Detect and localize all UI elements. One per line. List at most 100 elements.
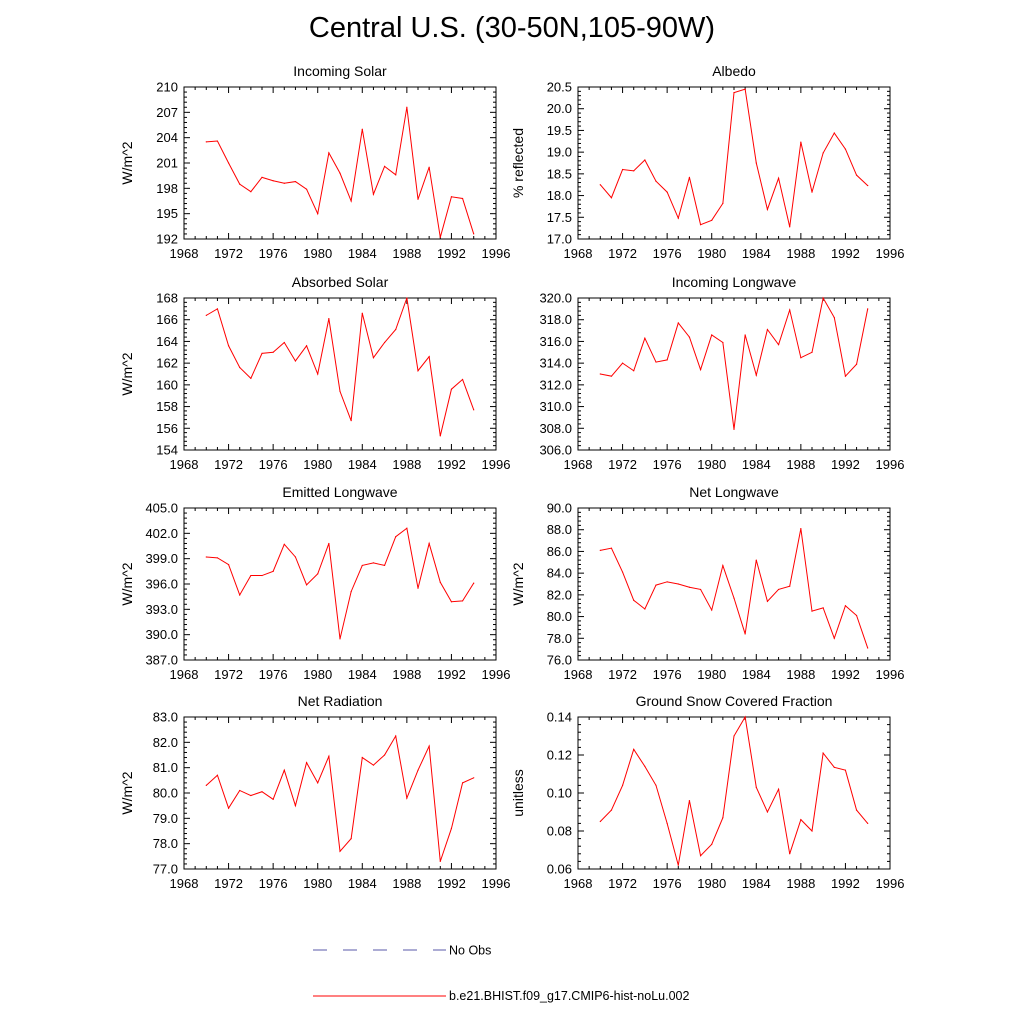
data-point [350, 838, 352, 840]
y-tick-label: 19.0 [547, 145, 572, 160]
data-point [777, 788, 780, 790]
y-tick-label: 80.0 [547, 609, 572, 624]
data-point [789, 309, 791, 311]
x-tick-label: 1972 [608, 246, 637, 261]
y-tick-label: 82.0 [153, 735, 178, 750]
x-tick-label: 1968 [170, 876, 199, 891]
y-tick-label: 82.0 [547, 587, 572, 602]
data-point [844, 148, 847, 150]
data-point [755, 559, 757, 561]
data-point [655, 584, 657, 586]
data-point [811, 610, 813, 612]
data-point [439, 236, 441, 238]
data-point [328, 542, 330, 545]
y-tick-label: 310.0 [539, 399, 572, 414]
x-tick-label: 1980 [303, 246, 332, 261]
y-tick-label: 19.5 [547, 123, 572, 138]
data-point [328, 755, 330, 757]
y-tick-label: 156 [156, 421, 178, 436]
data-point [711, 219, 713, 221]
panel-title: Incoming Longwave [672, 274, 797, 290]
data-point [305, 188, 308, 190]
data-point [633, 599, 635, 601]
panel-5: 1968 1972 1976 1980 1984 1988 1992 1996 387.0 390… [119, 484, 510, 682]
data-point [383, 754, 386, 756]
y-tick-label: 158 [156, 399, 178, 414]
x-tick-label: 1968 [564, 246, 593, 261]
data-point [350, 420, 352, 422]
panel-title: Incoming Solar [293, 63, 387, 79]
data-point [450, 196, 453, 198]
x-tick-label: 1996 [482, 667, 511, 682]
data-point [305, 345, 308, 347]
y-axis-label: unitless [510, 769, 526, 816]
panel-1: 1968 1972 1976 1980 1984 1988 1992 1996 192 195 19… [119, 63, 510, 261]
data-point [766, 208, 769, 211]
data-point [766, 600, 769, 602]
data-point [755, 162, 757, 164]
y-axis-label: W/m^2 [119, 771, 135, 814]
panel-title: Net Longwave [689, 484, 779, 500]
data-point [610, 547, 613, 549]
y-tick-label: 78.0 [153, 836, 178, 851]
data-point [599, 184, 601, 186]
x-tick-label: 1972 [214, 457, 243, 472]
data-point [417, 769, 419, 771]
plot-frame [577, 86, 891, 240]
x-tick-label: 1984 [348, 876, 377, 891]
x-tick-label: 1992 [831, 457, 860, 472]
data-point [867, 308, 869, 310]
data-point [633, 748, 635, 750]
plot-frame [577, 507, 891, 661]
x-tick-label: 1972 [214, 246, 243, 261]
data-point [655, 361, 657, 363]
data-point [811, 351, 813, 353]
x-tick-label: 1988 [392, 876, 421, 891]
y-tick-label: 314.0 [539, 356, 572, 371]
x-tick-label: 1988 [392, 667, 421, 682]
data-point [383, 341, 386, 344]
data-point [733, 735, 735, 737]
y-tick-label: 0.08 [547, 824, 572, 839]
x-tick-label: 1968 [170, 457, 199, 472]
data-point [722, 202, 724, 204]
data-point [655, 180, 657, 182]
x-tick-label: 1996 [876, 667, 905, 682]
data-point [372, 764, 375, 766]
x-tick-label: 1968 [564, 876, 593, 891]
y-tick-label: 195 [156, 206, 178, 221]
data-point [833, 316, 835, 319]
y-tick-label: 166 [156, 312, 178, 327]
data-point [417, 587, 419, 589]
data-point [283, 182, 285, 184]
x-tick-label: 1996 [482, 246, 511, 261]
data-point [406, 797, 408, 799]
data-point [461, 378, 464, 381]
data-point [644, 337, 646, 339]
data-point [250, 794, 252, 797]
data-point [844, 605, 847, 607]
data-point [800, 141, 802, 143]
panel-3: 1968 1972 1976 1980 1984 1988 1992 1996 154 156 15… [119, 274, 510, 472]
data-point [677, 217, 679, 219]
data-point [216, 140, 219, 142]
y-tick-label: 78.0 [547, 631, 572, 646]
data-point [216, 774, 219, 776]
data-point [361, 756, 363, 759]
y-tick-label: 18.5 [547, 166, 572, 181]
x-tick-label: 1976 [259, 246, 288, 261]
data-point [766, 811, 769, 813]
y-tick-label: 192 [156, 232, 178, 247]
data-point [216, 557, 219, 559]
data-point [688, 336, 691, 338]
data-point [317, 373, 319, 375]
panel-title: Emitted Longwave [282, 484, 397, 500]
data-point [395, 174, 397, 176]
data-point [755, 374, 757, 376]
x-tick-label: 1980 [303, 457, 332, 472]
y-tick-label: 79.0 [153, 811, 178, 826]
y-axis-label: W/m^2 [119, 141, 135, 184]
y-tick-label: 164 [156, 334, 178, 349]
data-point [450, 827, 453, 830]
x-tick-label: 1992 [831, 246, 860, 261]
